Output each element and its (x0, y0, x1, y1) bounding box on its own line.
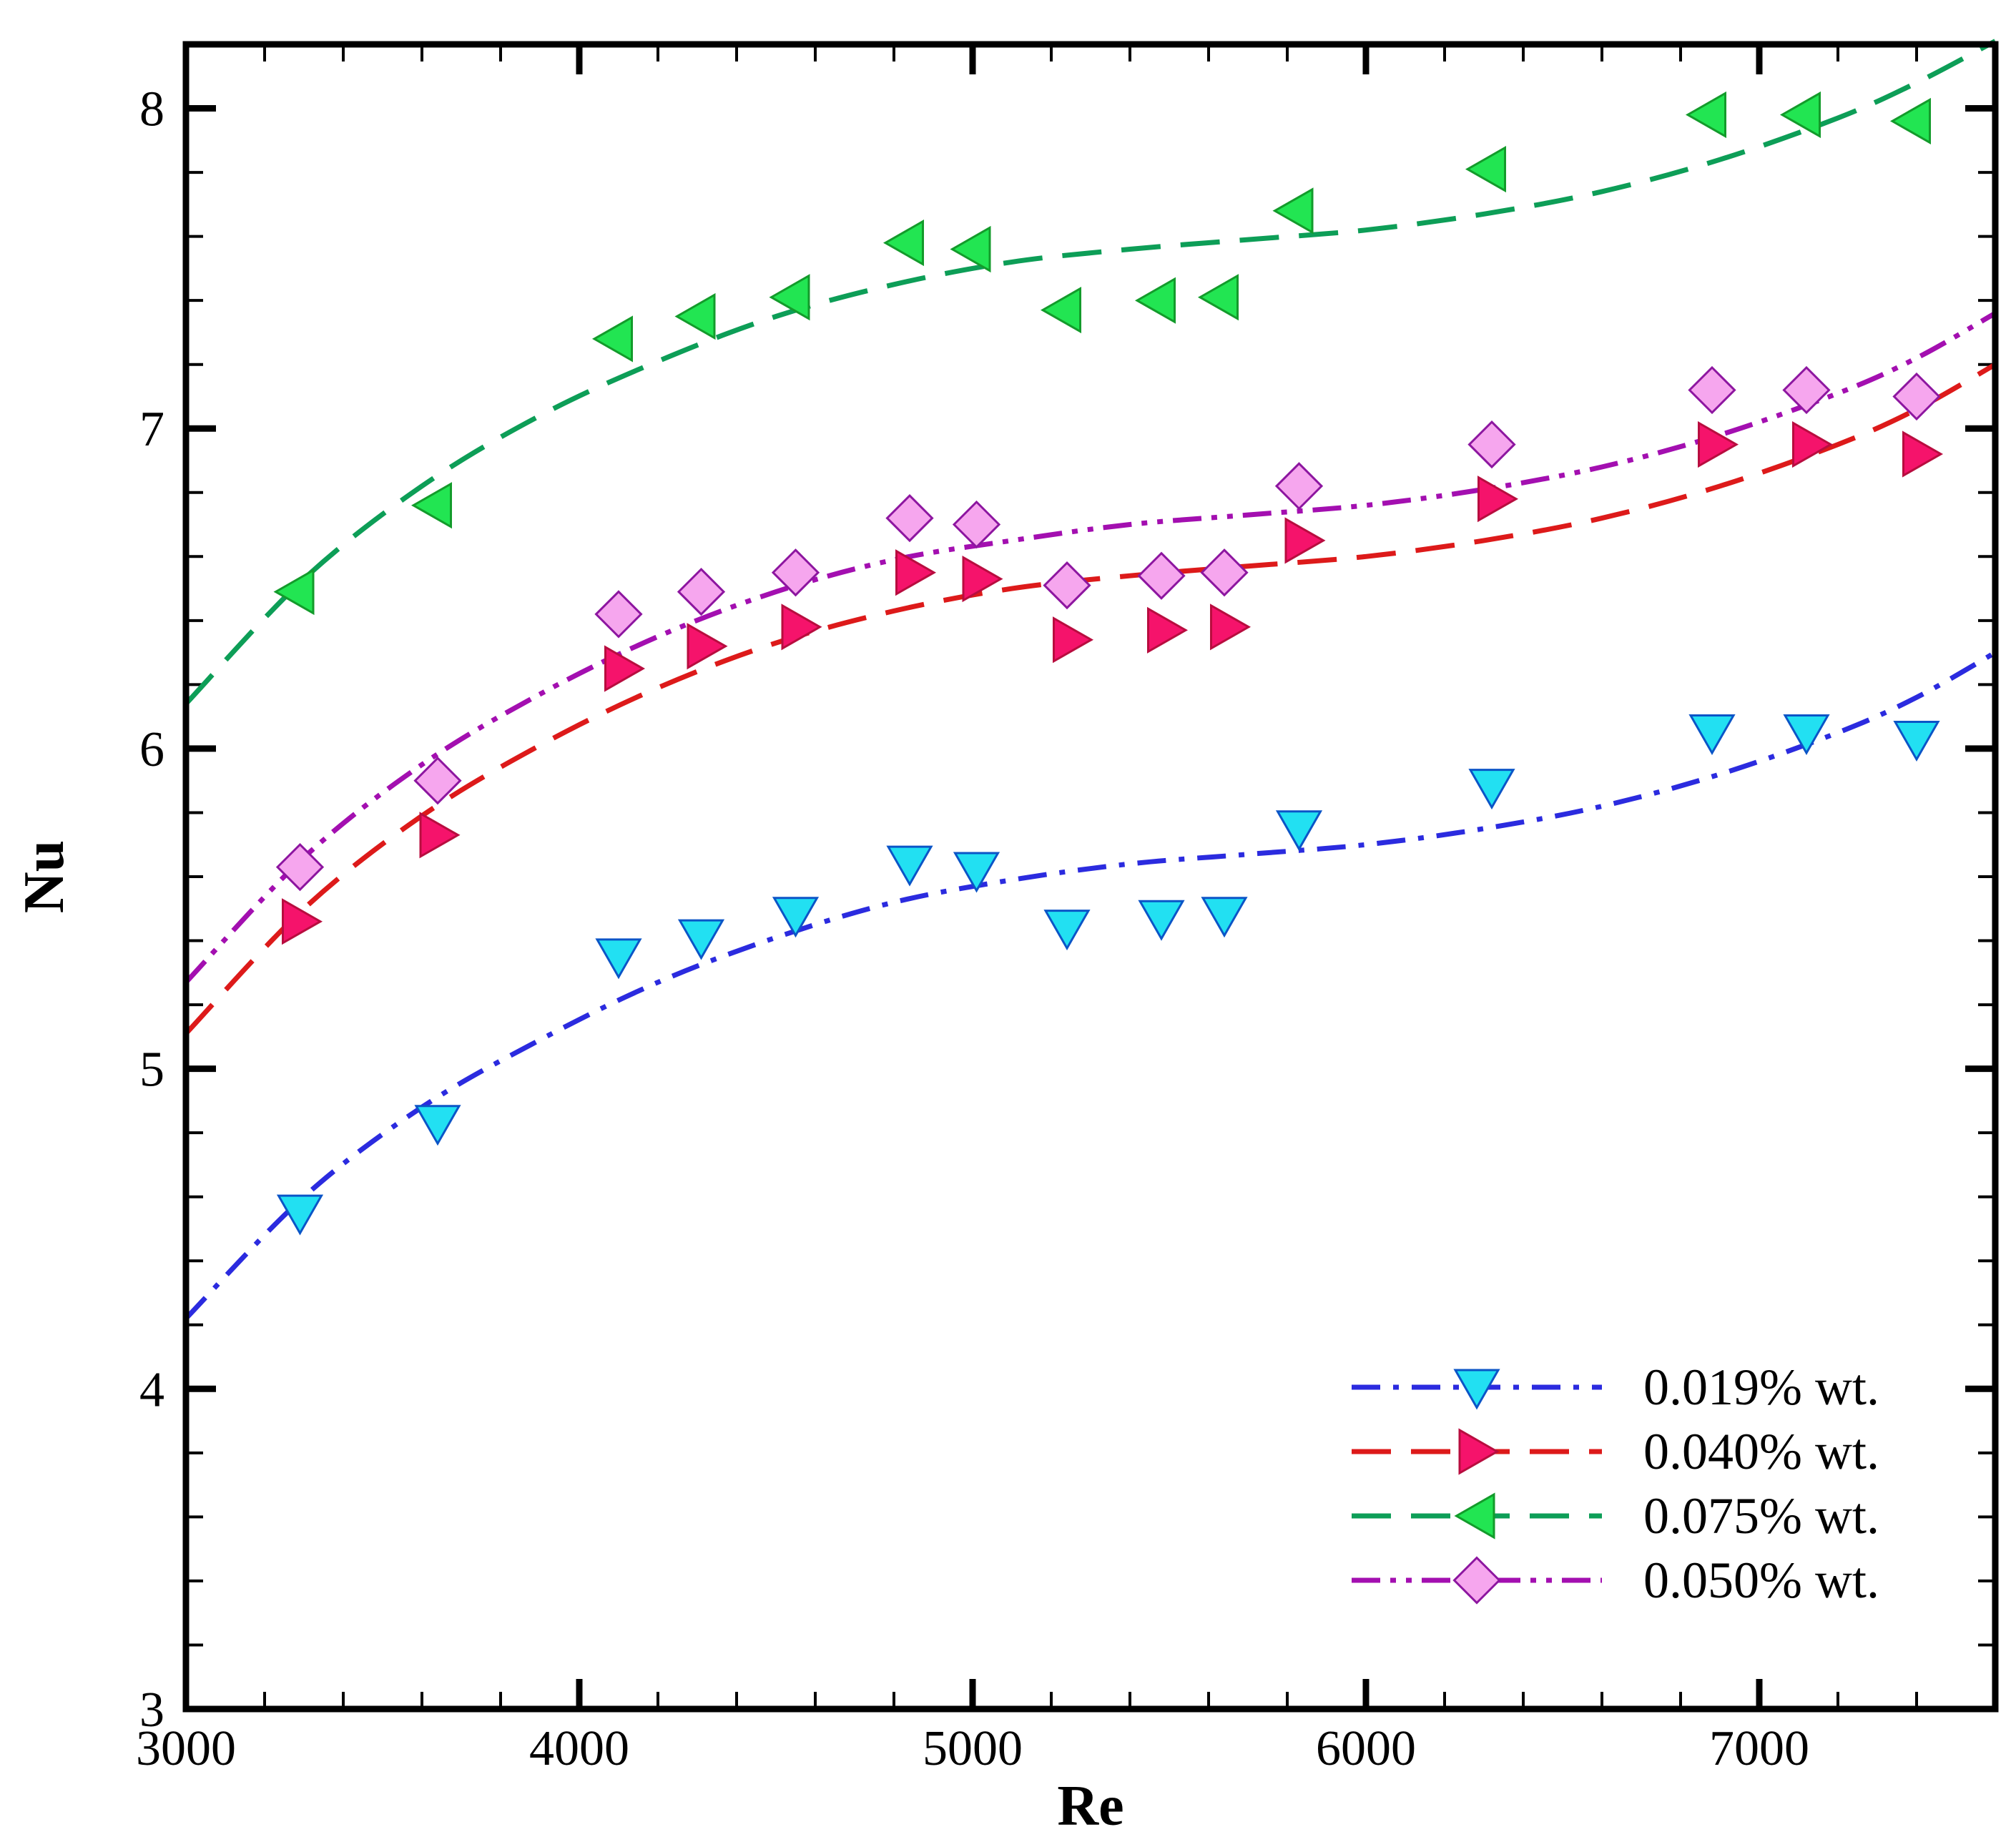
data-point-series-1 (1468, 769, 1515, 810)
data-point-series-4 (275, 842, 325, 892)
data-point-series-4 (1688, 365, 1736, 415)
data-point-series-3 (950, 225, 991, 273)
data-point-series-1 (1688, 714, 1736, 756)
data-point-series-2 (781, 604, 822, 651)
legend-marker-series-2 (1458, 1428, 1500, 1475)
y-tick-labels: 3 4 5 6 7 8 (139, 82, 164, 1738)
data-point-series-2 (962, 556, 1003, 603)
data-point-series-1 (1201, 897, 1248, 938)
fit-curves (184, 39, 1997, 1321)
data-point-series-3 (1779, 91, 1821, 139)
x-axis-title: Re (1057, 1775, 1123, 1838)
x-tick-label: 4000 (529, 1721, 629, 1776)
data-point-series-2 (895, 549, 937, 596)
y-axis-title: Nu (13, 840, 76, 913)
data-point-series-1 (1138, 900, 1185, 941)
fit-line-series-3 (184, 39, 1997, 706)
data-point-series-1 (595, 938, 642, 980)
data-point-series-1 (953, 852, 1000, 893)
plot-frame (182, 41, 1999, 1713)
data-point-series-2 (687, 623, 728, 670)
data-point-series-4 (413, 757, 462, 805)
data-point-series-1 (1783, 714, 1830, 756)
legend-marker-series-1 (1453, 1369, 1500, 1410)
y-tick-label: 8 (139, 82, 164, 137)
data-point-series-2 (1792, 421, 1834, 468)
data-point-series-4 (771, 548, 820, 597)
data-point-series-2 (604, 645, 646, 692)
data-point-series-1 (414, 1105, 461, 1146)
fit-line-series-2 (184, 362, 1997, 1035)
y-tick-label: 7 (139, 402, 164, 457)
data-point-series-2 (1210, 604, 1252, 651)
x-tick-label: 7000 (1709, 1721, 1809, 1776)
y-tick-label: 5 (139, 1043, 164, 1098)
data-point-series-3 (1889, 97, 1931, 144)
data-point-series-4 (1892, 372, 1941, 421)
data-point-series-1 (1893, 721, 1940, 762)
legend-label-series-3: 0.075% wt. (1643, 1487, 1879, 1545)
legend: 0.019% wt. 0.040% wt. 0.075% wt. 0.050% wt. (1352, 1359, 1879, 1609)
x-tick-label: 3000 (136, 1721, 236, 1776)
fit-line-series-1 (184, 650, 1997, 1321)
y-tick-label: 3 (139, 1683, 164, 1738)
legend-label-series-2: 0.040% wt. (1643, 1423, 1879, 1480)
data-point-series-4 (1274, 462, 1324, 511)
data-point-series-4 (952, 500, 1001, 549)
data-point-series-4 (1137, 551, 1186, 600)
fit-line-series-4 (184, 311, 1997, 985)
data-point-series-4 (1200, 548, 1249, 597)
data-point-series-3 (1134, 277, 1176, 324)
legend-label-series-1: 0.019% wt. (1643, 1359, 1879, 1416)
y-tick-label: 6 (139, 722, 164, 777)
data-point-series-2 (1284, 517, 1326, 564)
data-point-series-4 (594, 590, 643, 639)
data-point-series-4 (677, 567, 726, 616)
data-point-series-3 (674, 292, 716, 340)
data-point-series-4 (1467, 420, 1516, 469)
data-point-series-3 (1685, 91, 1726, 139)
data-point-series-3 (273, 568, 315, 616)
data-point-series-3 (882, 220, 924, 267)
data-point-series-3 (769, 274, 810, 321)
data-point-series-1 (1275, 810, 1323, 852)
data-point-series-3 (1272, 187, 1314, 235)
data-point-series-4 (885, 493, 934, 543)
data-point-series-2 (419, 812, 461, 859)
data-point-series-3 (410, 482, 452, 529)
data-point-series-1 (276, 1194, 324, 1236)
legend-marker-series-3 (1454, 1492, 1495, 1540)
data-point-series-2 (1477, 476, 1519, 523)
data-point-series-3 (1197, 274, 1239, 321)
data-point-series-2 (1698, 421, 1739, 468)
data-point-series-4 (1782, 365, 1831, 415)
data-point-series-3 (591, 315, 633, 363)
legend-label-series-4: 0.050% wt. (1643, 1552, 1879, 1609)
data-markers (273, 91, 1944, 1236)
data-point-series-3 (1040, 287, 1081, 334)
x-tick-label: 6000 (1316, 1721, 1416, 1776)
x-tick-labels: 3000 4000 5000 6000 7000 (136, 1721, 1809, 1776)
data-point-series-2 (1053, 616, 1094, 664)
data-point-series-2 (282, 898, 323, 945)
data-point-series-2 (1147, 606, 1189, 654)
x-tick-label: 5000 (923, 1721, 1023, 1776)
data-point-series-2 (1902, 430, 1944, 478)
data-point-series-1 (886, 845, 933, 887)
data-point-series-1 (677, 919, 725, 960)
data-point-series-1 (1043, 910, 1091, 951)
y-tick-label: 4 (139, 1362, 164, 1417)
data-point-series-4 (1043, 561, 1091, 610)
data-point-series-1 (772, 897, 820, 938)
data-point-series-3 (1465, 146, 1506, 193)
legend-marker-series-4 (1452, 1556, 1501, 1605)
